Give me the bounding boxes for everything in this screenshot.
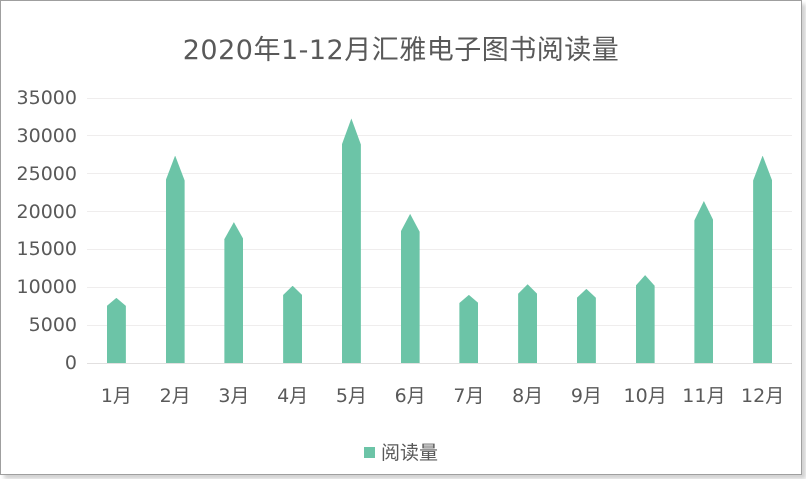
plot-area xyxy=(87,97,792,364)
y-axis-tick-label: 15000 xyxy=(16,238,77,261)
bar-12月 xyxy=(753,155,773,363)
gridline xyxy=(87,286,792,288)
gridline xyxy=(87,97,792,99)
legend-marker-icon xyxy=(363,447,375,458)
gridline xyxy=(87,324,792,326)
chart-title: 2020年1-12月汇雅电子图书阅读量 xyxy=(182,35,620,66)
y-axis-tick-label: 0 xyxy=(64,352,77,374)
x-axis-tick-label: 6月 xyxy=(394,385,426,407)
gridline xyxy=(87,248,792,250)
bar-2月 xyxy=(165,155,185,363)
x-axis-tick-label: 12月 xyxy=(741,385,785,407)
bar-3月 xyxy=(224,222,244,363)
y-axis-tick-label: 25000 xyxy=(16,162,77,185)
bar-7月 xyxy=(459,294,479,363)
x-axis-tick-label: 4月 xyxy=(277,385,309,407)
bar-10月 xyxy=(635,275,655,363)
bar-6月 xyxy=(400,213,420,363)
x-axis-tick-label: 3月 xyxy=(218,385,250,407)
x-axis-tick-label: 11月 xyxy=(682,385,726,407)
gridline xyxy=(87,211,792,213)
x-axis-tick-label: 10月 xyxy=(623,385,667,407)
y-axis-tick-label: 35000 xyxy=(16,87,77,109)
bar-4月 xyxy=(283,285,303,363)
y-axis-tick-label: 30000 xyxy=(16,124,77,147)
x-axis-line xyxy=(87,362,792,364)
x-axis-tick-label: 5月 xyxy=(335,385,367,407)
y-axis-tick-label: 5000 xyxy=(28,314,77,337)
x-axis-tick-label: 2月 xyxy=(159,385,191,407)
gridline xyxy=(87,173,792,175)
x-axis-tick-label: 7月 xyxy=(453,385,485,407)
bar-5月 xyxy=(341,118,361,363)
bar-8月 xyxy=(518,284,538,363)
x-axis-tick-label: 9月 xyxy=(570,385,602,407)
bar-1月 xyxy=(106,297,126,363)
x-axis-tick-label: 8月 xyxy=(512,385,544,407)
gridline xyxy=(87,135,792,137)
y-axis-tick-label: 10000 xyxy=(16,276,77,299)
y-axis-tick-label: 20000 xyxy=(16,200,77,223)
legend-label: 阅读量 xyxy=(380,442,438,464)
x-axis-tick-label: 1月 xyxy=(100,385,132,407)
bar-11月 xyxy=(694,200,714,363)
legend: 阅读量 xyxy=(1,438,801,465)
bar-9月 xyxy=(576,288,596,363)
